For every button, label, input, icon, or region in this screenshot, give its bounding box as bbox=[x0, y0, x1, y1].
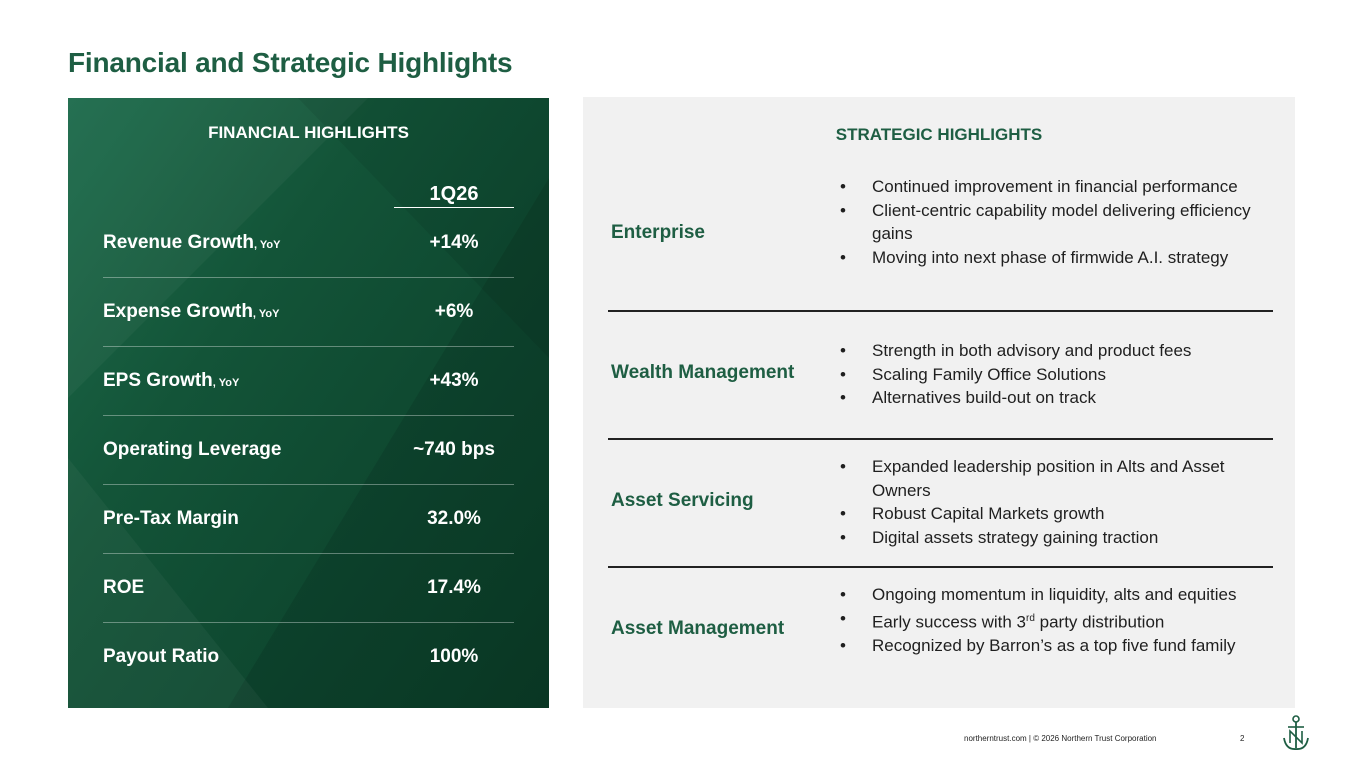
bullet-item: • Robust Capital Markets growth bbox=[840, 504, 1105, 524]
footer-copyright: northerntrust.com | © 2026 Northern Trus… bbox=[964, 734, 1157, 743]
metric-row-revenue-growth: Revenue Growth, YoY +14% bbox=[103, 209, 514, 278]
bullet-item: • Moving into next phase of firmwide A.I.… bbox=[840, 247, 1229, 267]
financial-highlights-heading: FINANCIAL HIGHLIGHTS bbox=[208, 123, 409, 142]
metric-value: ~740 bps bbox=[413, 439, 495, 460]
segment-bullets: • Strength in both advisory and product f… bbox=[840, 339, 1268, 410]
bullet-item: • Recognized by Barron’s as a top five fu… bbox=[840, 635, 1236, 655]
metric-row-operating-leverage: Operating Leverage ~740 bps bbox=[103, 416, 514, 485]
metric-label: Payout Ratio bbox=[103, 646, 220, 667]
metric-value: +14% bbox=[429, 232, 479, 253]
segment-asset-management: Asset Management • Ongoing momentum in li… bbox=[608, 566, 1273, 696]
metric-row-pre-tax-margin: Pre-Tax Margin 32.0% bbox=[103, 485, 514, 554]
segment-bullets: • Ongoing momentum in liquidity, alts and… bbox=[840, 583, 1268, 657]
metric-label: Pre-Tax Margin bbox=[103, 508, 239, 529]
page-number: 2 bbox=[1240, 734, 1245, 743]
financial-metrics-table: Revenue Growth, YoY +14% Expense Growth,… bbox=[103, 209, 514, 691]
bullet-item: • Early success with 3rd party distributi… bbox=[840, 608, 1165, 632]
metric-row-payout-ratio: Payout Ratio 100% bbox=[103, 623, 514, 691]
metric-row-eps-growth: EPS Growth, YoY +43% bbox=[103, 347, 514, 416]
panel-background-pattern bbox=[68, 98, 549, 708]
segment-bullets: • Expanded leadership position in Alts an… bbox=[840, 455, 1268, 549]
bullet-item: • Alternatives build-out on track bbox=[840, 388, 1096, 408]
bullet-item: • Expanded leadership position in Alts an… bbox=[840, 457, 1225, 500]
quarter-column-header: 1Q26 bbox=[429, 183, 479, 205]
northern-trust-anchor-logo-icon bbox=[1283, 715, 1309, 750]
metric-value: 32.0% bbox=[427, 508, 481, 529]
metric-value: 17.4% bbox=[427, 577, 481, 598]
column-header-underline bbox=[394, 207, 514, 208]
strategic-highlights-heading: STRATEGIC HIGHLIGHTS bbox=[835, 125, 1043, 144]
metric-row-expense-growth: Expense Growth, YoY +6% bbox=[103, 278, 514, 347]
segment-wealth-management: Wealth Management • Strength in both advi… bbox=[608, 310, 1273, 440]
metric-label: Operating Leverage bbox=[103, 439, 282, 460]
segment-asset-servicing: Asset Servicing • Expanded leadership pos… bbox=[608, 438, 1273, 568]
strategic-highlights-panel: STRATEGIC HIGHLIGHTS Enterprise • Continu… bbox=[583, 97, 1295, 708]
bullet-item: • Scaling Family Office Solutions bbox=[840, 364, 1107, 384]
segment-enterprise: Enterprise • Continued improvement in fin… bbox=[608, 167, 1273, 312]
metric-value: +43% bbox=[429, 370, 479, 391]
metric-value: 100% bbox=[429, 646, 479, 667]
segment-name: Wealth Management bbox=[611, 362, 795, 383]
metric-label: EPS Growth, YoY bbox=[103, 370, 240, 391]
bullet-item: • Ongoing momentum in liquidity, alts and… bbox=[840, 585, 1237, 604]
bullet-item: • Client-centric capability model deliver… bbox=[840, 200, 1251, 244]
metric-row-roe: ROE 17.4% bbox=[103, 554, 514, 623]
financial-highlights-panel: FINANCIAL HIGHLIGHTS 1Q26 Revenue Growth… bbox=[68, 98, 549, 708]
metric-value: +6% bbox=[434, 301, 474, 322]
segment-name: Enterprise bbox=[611, 222, 705, 243]
bullet-item: • Digital assets strategy gaining tractio… bbox=[840, 527, 1159, 547]
segment-name: Asset Management bbox=[611, 618, 785, 639]
metric-label: Revenue Growth, YoY bbox=[103, 232, 281, 253]
bullet-item: • Strength in both advisory and product f… bbox=[840, 341, 1192, 360]
segment-name: Asset Servicing bbox=[611, 490, 754, 511]
segment-bullets: • Continued improvement in financial perf… bbox=[840, 175, 1268, 269]
metric-label: Expense Growth, YoY bbox=[103, 301, 280, 322]
metric-label: ROE bbox=[103, 577, 145, 598]
page-title: Financial and Strategic Highlights bbox=[68, 47, 513, 78]
bullet-item: • Continued improvement in financial perf… bbox=[840, 177, 1238, 196]
